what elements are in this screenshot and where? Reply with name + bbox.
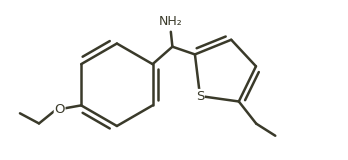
Text: S: S bbox=[196, 90, 204, 103]
Text: O: O bbox=[54, 103, 65, 116]
Text: NH₂: NH₂ bbox=[159, 15, 183, 28]
